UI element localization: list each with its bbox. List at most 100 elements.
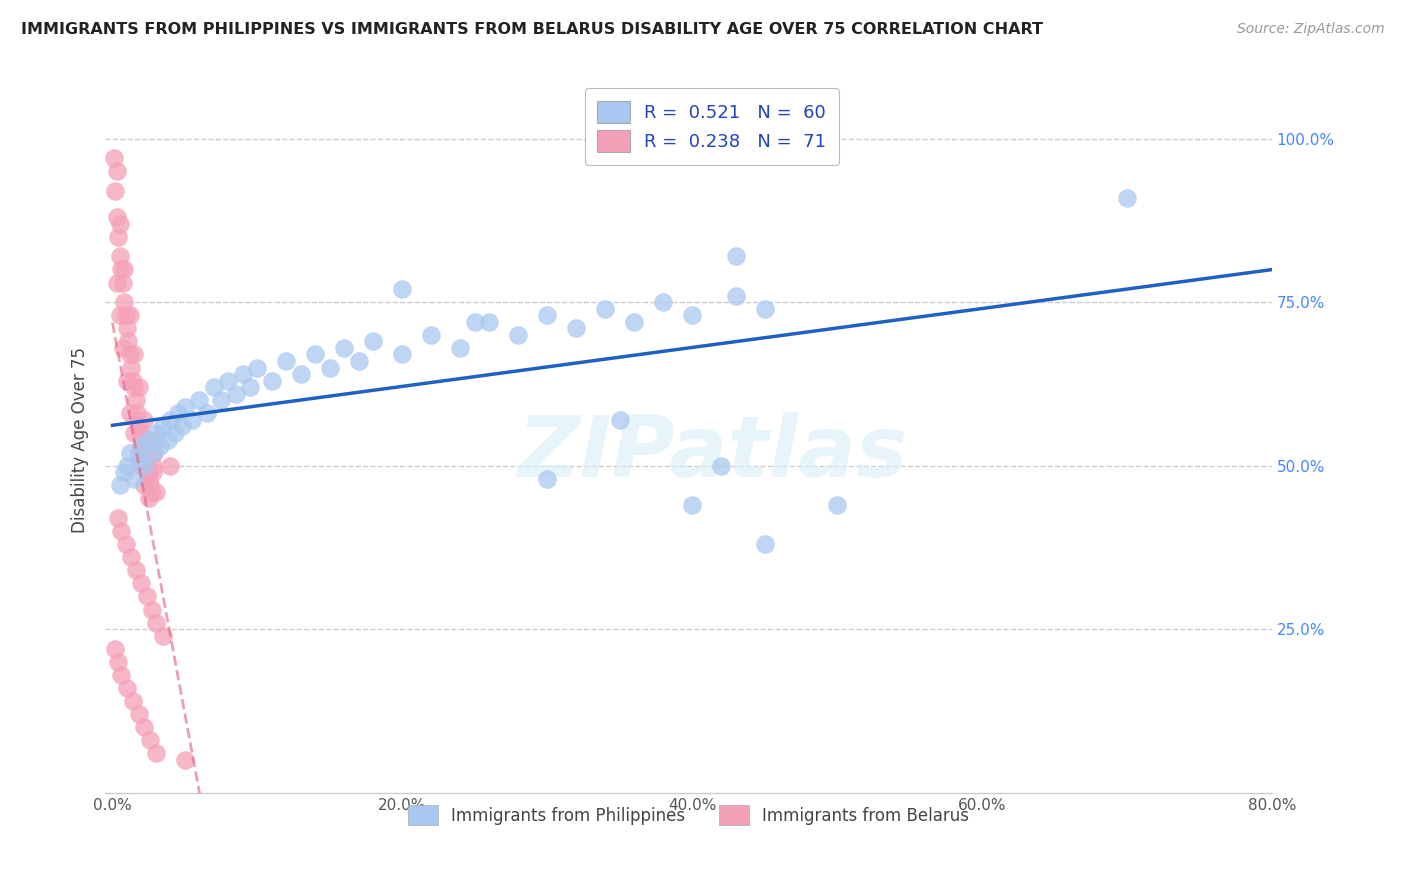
Point [124,563,146,577]
Legend: Immigrants from Philippines, Immigrants from Belarus: Immigrants from Philippines, Immigrants … [399,797,977,834]
Point [159,458,181,473]
Point [188,393,211,408]
Point [108,249,131,263]
Point [114,308,136,322]
Point [391,282,413,296]
Point [202,380,225,394]
Point [174,400,197,414]
Point [132,445,155,459]
Point [593,301,616,316]
Point [304,347,326,361]
Point [128,380,150,394]
Point [135,458,157,473]
Point [681,308,703,322]
Point [114,537,136,551]
Point [724,249,747,263]
Point [108,478,131,492]
Point [131,458,153,473]
Point [124,393,146,408]
Point [508,327,530,342]
Text: IMMIGRANTS FROM PHILIPPINES VS IMMIGRANTS FROM BELARUS DISABILITY AGE OVER 75 CO: IMMIGRANTS FROM PHILIPPINES VS IMMIGRANT… [21,22,1043,37]
Point [138,433,160,447]
Point [754,301,776,316]
Point [118,308,141,322]
Point [333,341,356,355]
Point [145,615,167,630]
Point [225,386,247,401]
Point [145,747,167,761]
Point [136,465,159,479]
Point [623,315,645,329]
Point [138,472,160,486]
Point [104,641,127,656]
Point [134,458,156,473]
Point [754,537,776,551]
Point [478,315,501,329]
Point [121,374,143,388]
Point [110,262,132,277]
Point [115,321,138,335]
Point [104,184,127,198]
Point [129,425,152,440]
Point [107,655,129,669]
Point [449,341,471,355]
Point [391,347,413,361]
Point [141,602,163,616]
Point [131,439,153,453]
Point [138,439,160,453]
Point [112,465,135,479]
Point [420,327,443,342]
Point [105,210,128,224]
Point [139,733,162,747]
Point [1116,190,1139,204]
Point [121,694,143,708]
Point [159,413,181,427]
Point [138,491,160,506]
Point [142,445,165,459]
Point [128,445,150,459]
Point [122,425,145,440]
Point [115,374,138,388]
Point [142,465,165,479]
Point [112,295,135,310]
Point [110,524,132,538]
Point [565,321,588,335]
Point [117,334,139,349]
Point [128,452,150,467]
Point [122,380,145,394]
Point [142,458,165,473]
Point [652,295,675,310]
Point [110,668,132,682]
Point [108,308,131,322]
Point [145,484,167,499]
Point [127,406,149,420]
Point [120,550,142,565]
Point [246,360,269,375]
Point [120,360,142,375]
Point [111,341,134,355]
Point [122,472,145,486]
Point [112,262,135,277]
Point [115,681,138,695]
Point [209,393,232,408]
Point [134,720,156,734]
Point [145,433,167,447]
Point [464,315,486,329]
Point [536,472,558,486]
Point [276,354,298,368]
Point [152,629,174,643]
Point [103,151,125,165]
Point [134,452,156,467]
Point [107,229,129,244]
Point [128,707,150,722]
Point [118,347,141,361]
Point [347,354,370,368]
Point [152,419,174,434]
Point [149,439,172,453]
Point [217,374,239,388]
Point [710,458,733,473]
Point [111,276,134,290]
Point [195,406,218,420]
Point [105,164,128,178]
Point [260,374,283,388]
